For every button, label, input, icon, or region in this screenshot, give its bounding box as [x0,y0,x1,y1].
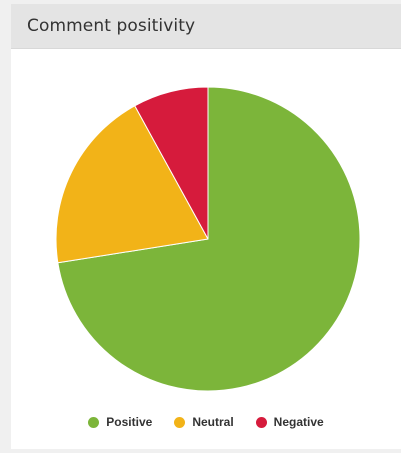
chart-card: Comment positivity Positive Neutral Negati… [11,4,401,449]
legend-swatch-neutral [174,416,186,428]
card-header: Comment positivity [11,4,401,49]
legend-item-neutral[interactable]: Neutral [174,415,234,429]
pie-chart [55,86,361,392]
chart-legend: Positive Neutral Negative [11,415,401,429]
chart-area: Positive Neutral Negative [11,49,401,449]
legend-swatch-positive [88,416,100,428]
legend-item-negative[interactable]: Negative [255,415,324,429]
pie-slice-neutral[interactable] [55,105,209,264]
legend-label-positive: Positive [106,415,153,429]
pie-slice-negative[interactable] [134,86,209,240]
pie-slice-positive[interactable] [57,86,361,392]
legend-label-neutral: Neutral [192,415,234,429]
legend-swatch-negative [255,416,267,428]
card-title: Comment positivity [27,16,196,36]
legend-item-positive[interactable]: Positive [88,415,152,429]
legend-label-negative: Negative [273,415,324,429]
